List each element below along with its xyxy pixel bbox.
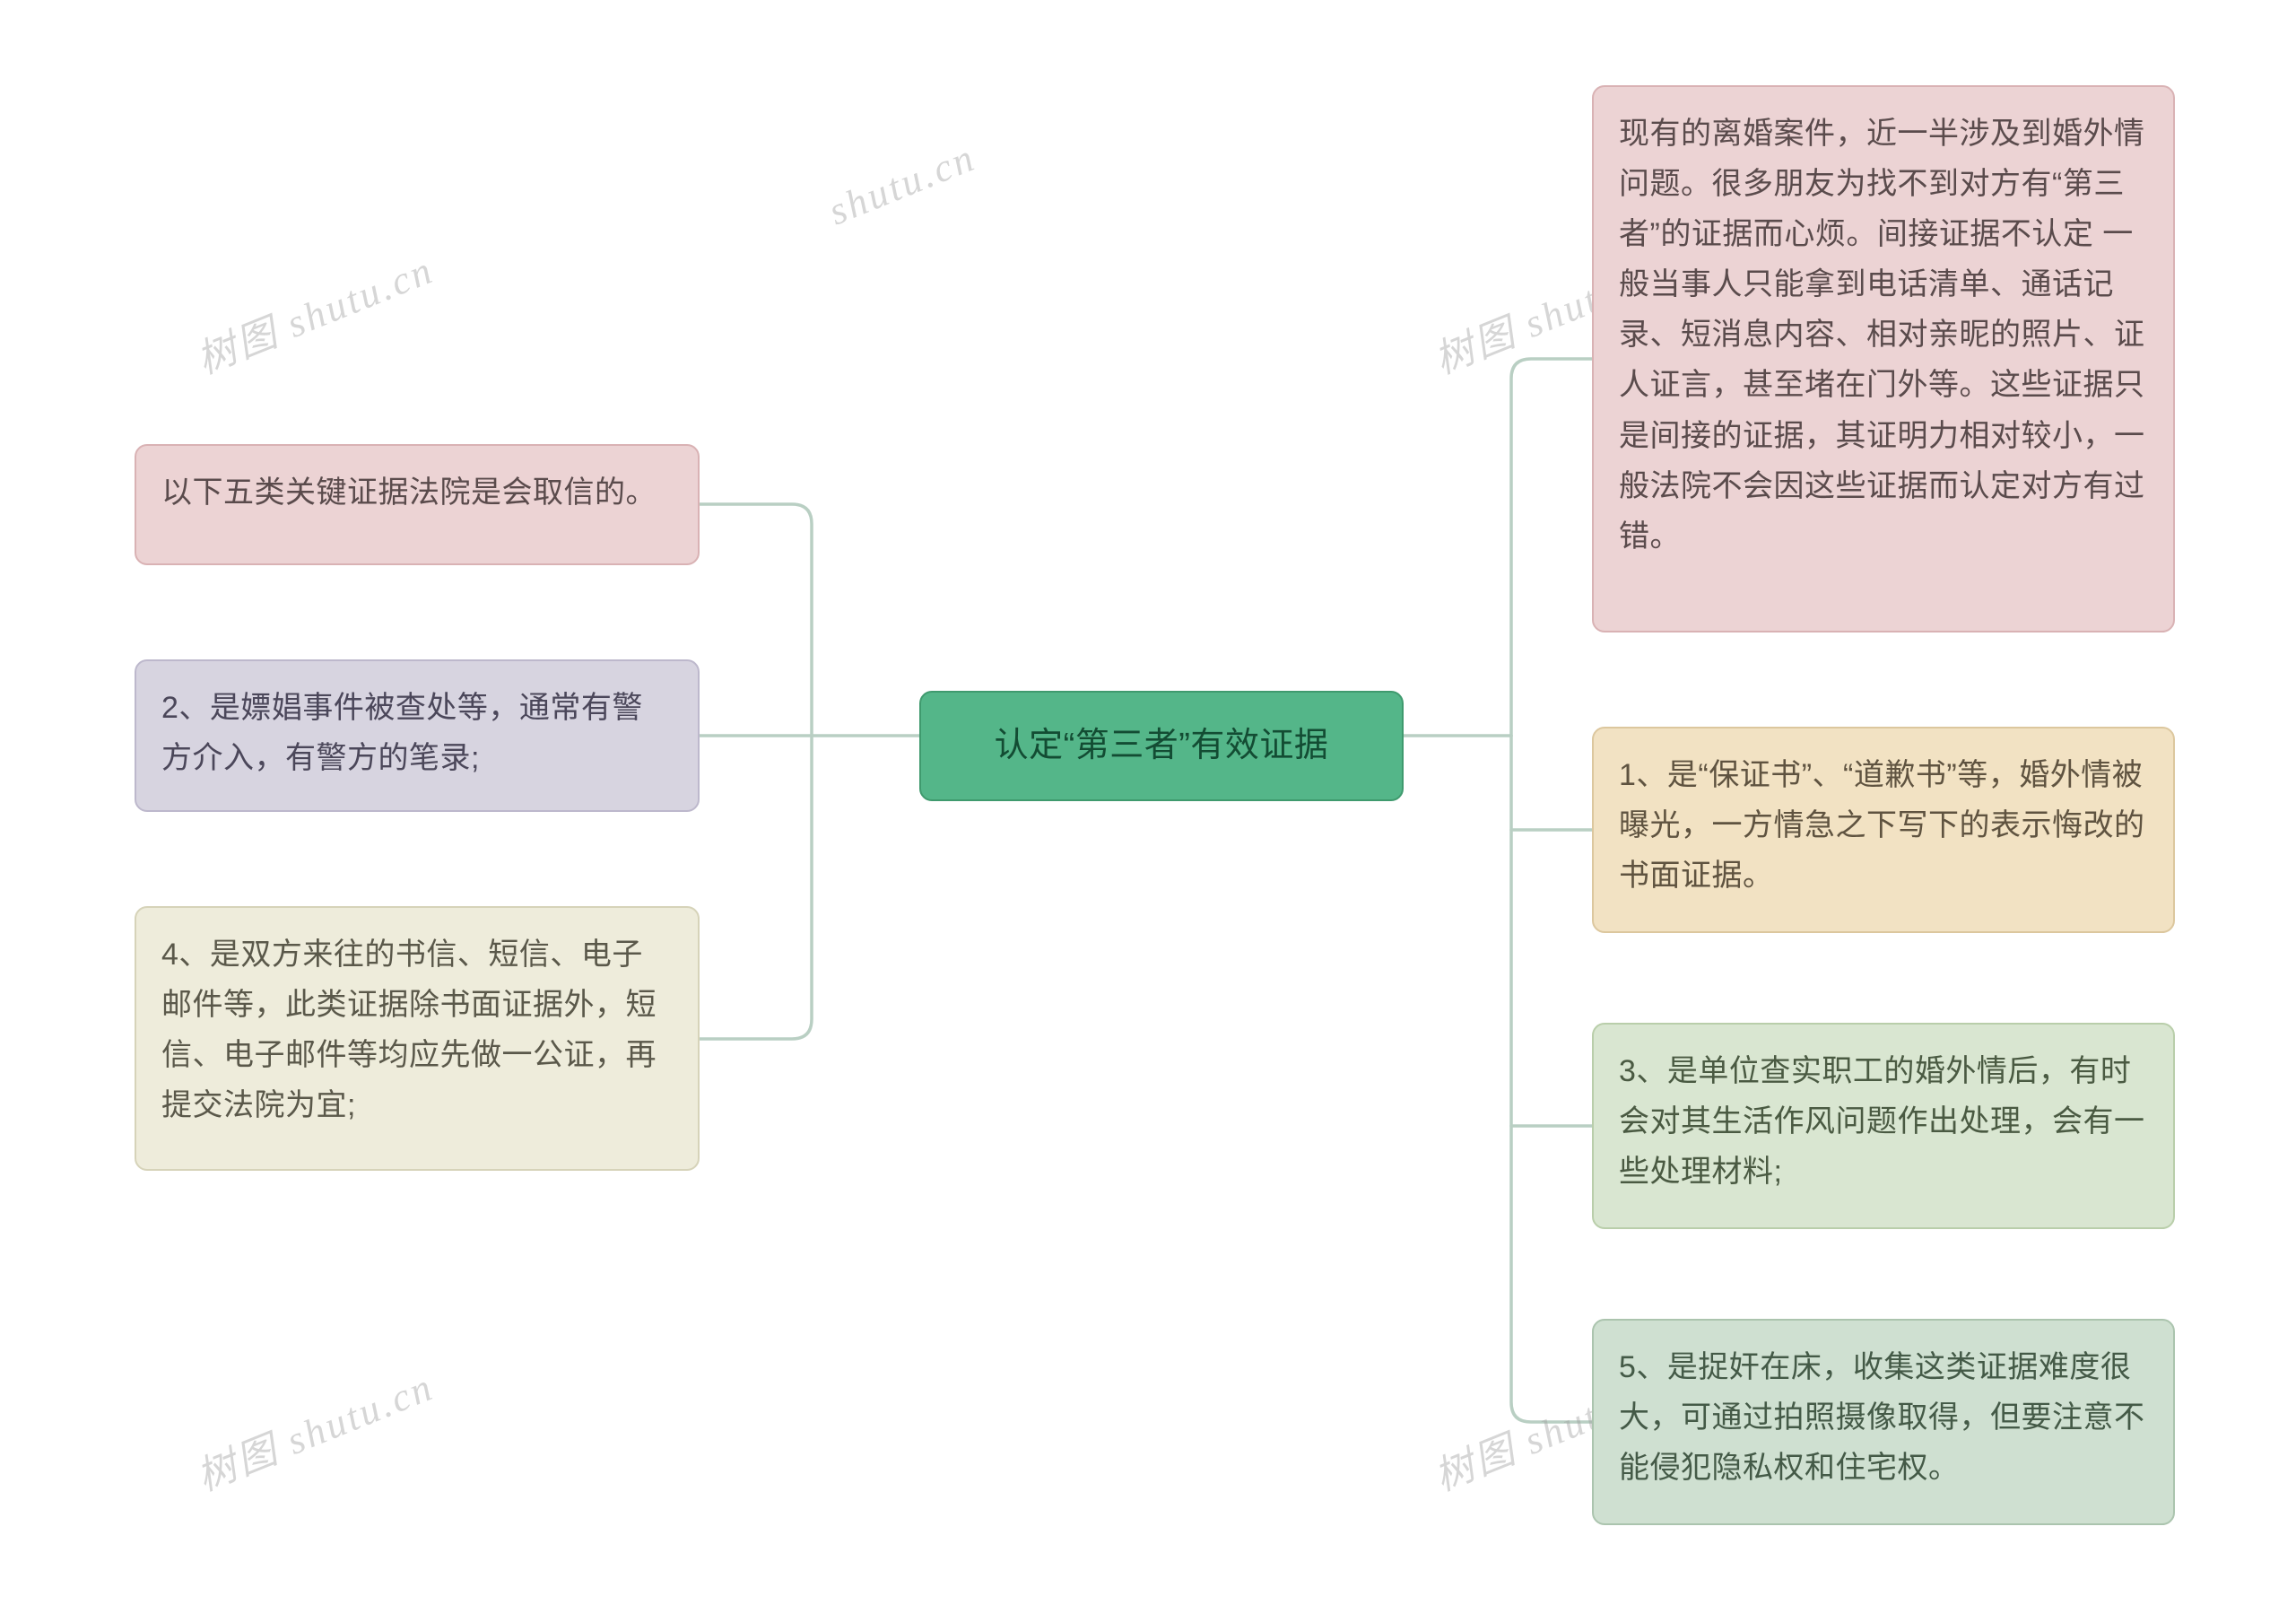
- watermark: 树图 shutu.cn: [187, 238, 440, 385]
- right-node-3[interactable]: 3、是单位查实职工的婚外情后，有时会对其生活作风问题作出处理，会有一些处理材料;: [1592, 1023, 2175, 1229]
- watermark: shutu.cn: [822, 135, 982, 235]
- center-node[interactable]: 认定“第三者”有效证据: [919, 691, 1404, 801]
- left-node-1[interactable]: 以下五类关键证据法院是会取信的。: [135, 444, 700, 565]
- mindmap-canvas: 树图 shutu.cn 树图 shutu.cn 树图 shutu.cn 树图 s…: [0, 0, 2296, 1605]
- left-node-2[interactable]: 2、是嫖娼事件被查处等，通常有警方介入，有警方的笔录;: [135, 659, 700, 812]
- right-node-4[interactable]: 5、是捉奸在床，收集这类证据难度很大，可通过拍照摄像取得，但要注意不能侵犯隐私权…: [1592, 1319, 2175, 1525]
- left-node-3[interactable]: 4、是双方来往的书信、短信、电子邮件等，此类证据除书面证据外，短信、电子邮件等均…: [135, 906, 700, 1171]
- watermark: 树图 shutu.cn: [187, 1355, 440, 1502]
- right-node-1[interactable]: 现有的离婚案件，近一半涉及到婚外情问题。很多朋友为找不到对方有“第三者”的证据而…: [1592, 85, 2175, 632]
- right-node-2[interactable]: 1、是“保证书”、“道歉书”等，婚外情被曝光，一方情急之下写下的表示悔改的书面证…: [1592, 727, 2175, 933]
